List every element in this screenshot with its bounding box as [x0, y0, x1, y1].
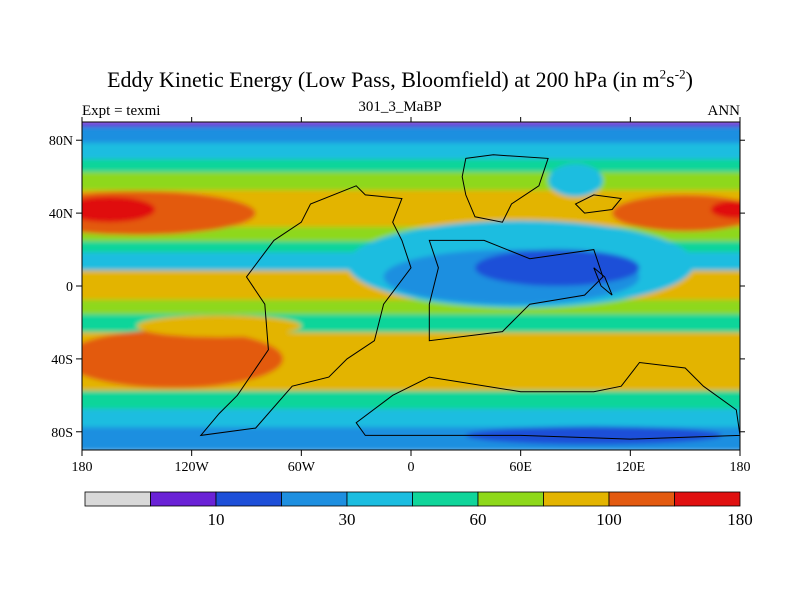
- colorbar-box-0: [84, 491, 151, 507]
- y-tick-label-2: 0: [66, 280, 73, 295]
- band-10: [82, 299, 740, 317]
- colorbar-box-7: [543, 491, 610, 507]
- x-tick-label-3: 0: [408, 460, 415, 475]
- band-0: [82, 122, 740, 129]
- x-tick-label-1: 120W: [175, 460, 210, 475]
- colorbar-label-1: 30: [339, 510, 356, 529]
- chart-title: Eddy Kinetic Energy (Low Pass, Bloomfiel…: [107, 66, 693, 92]
- outline-5: [355, 361, 740, 440]
- colorbar-box-9: [674, 491, 741, 507]
- y-tick-label-3: 40S: [51, 353, 73, 368]
- band-1: [82, 126, 740, 145]
- colorbar-box-6: [477, 491, 544, 507]
- blob-2: [474, 249, 640, 286]
- colorbar-label-2: 60: [470, 510, 487, 529]
- blob-6: [710, 200, 740, 219]
- colorbar-box-8: [608, 491, 675, 507]
- colorbar-box-2: [215, 491, 282, 507]
- blob-10: [136, 315, 302, 338]
- band-2: [82, 142, 740, 162]
- colorbar-box-1: [150, 491, 217, 507]
- blob-4: [82, 196, 156, 223]
- outline-1: [199, 185, 412, 437]
- season-label: ANN: [707, 103, 741, 119]
- band-14: [82, 408, 740, 430]
- experiment-label: Expt = texmi: [82, 103, 161, 119]
- continent-outlines: [199, 154, 740, 440]
- colorbar-label-0: 10: [208, 510, 225, 529]
- band-13: [82, 390, 740, 411]
- case-label: 301_3_MaBP: [358, 99, 442, 115]
- x-tick-label-2: 60W: [288, 460, 316, 475]
- x-tick-label-6: 180: [730, 460, 751, 475]
- colorbar: 10 30 60 100 180: [84, 491, 753, 529]
- data-field: [82, 122, 740, 450]
- colorbar-box-3: [281, 491, 348, 507]
- blob-8: [465, 426, 722, 445]
- colorbar-label-3: 100: [596, 510, 622, 529]
- band-4: [82, 172, 740, 193]
- outline-2: [428, 239, 604, 342]
- blob-7: [82, 329, 284, 389]
- y-tick-label-4: 80S: [51, 426, 73, 441]
- blob-9: [548, 163, 603, 197]
- x-tick-label-4: 60E: [509, 460, 532, 475]
- x-tick-label-0: 180: [72, 460, 93, 475]
- outline-3: [574, 194, 623, 214]
- outline-4: [593, 267, 613, 296]
- outline-0: [461, 154, 549, 223]
- band-3: [82, 159, 740, 175]
- colorbar-box-5: [412, 491, 479, 507]
- axes: 180 120W 60W 0 60E 120E 180 80N 40N 0 40S 80S: [49, 117, 751, 475]
- x-tick-label-5: 120E: [616, 460, 646, 475]
- blob-5: [612, 194, 740, 232]
- colorbar-box-4: [346, 491, 413, 507]
- y-tick-label-1: 40N: [49, 207, 73, 222]
- y-tick-label-0: 80N: [49, 134, 73, 149]
- field-layer: [82, 122, 740, 450]
- colorbar-label-4: 180: [727, 510, 753, 529]
